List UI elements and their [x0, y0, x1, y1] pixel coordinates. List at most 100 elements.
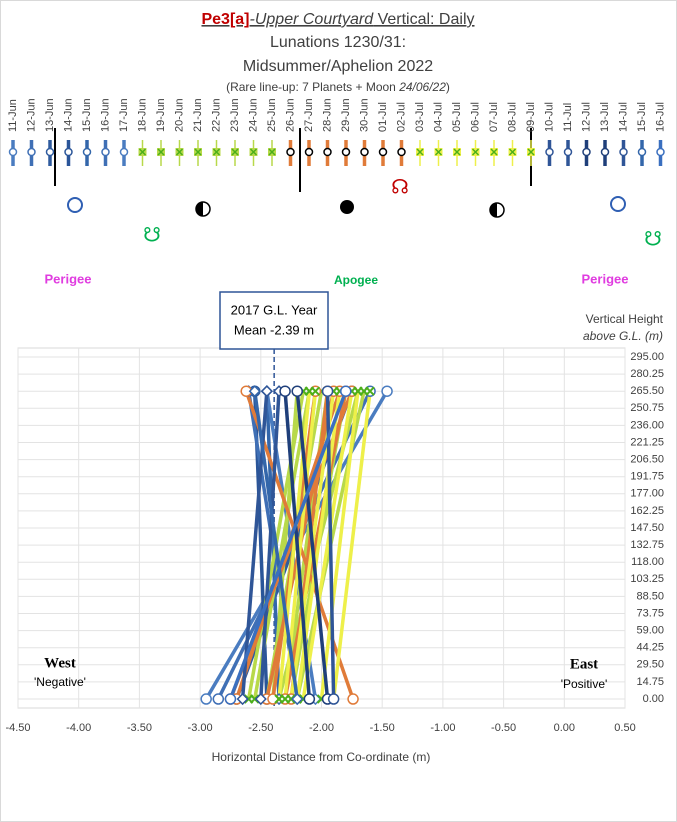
x-axis-title: Horizontal Distance from Co-ordinate (m)	[212, 750, 431, 764]
marker	[321, 385, 334, 397]
day-marker	[637, 147, 647, 157]
marker	[340, 385, 352, 397]
y-tick-label: 191.75	[630, 471, 664, 483]
plot-area: 0.00 14.75 29.50 44.25 59.00 73.75 88.50 103.25…	[5, 347, 664, 734]
y-tick-label: 0.00	[643, 693, 664, 705]
full-moon	[67, 197, 83, 213]
title-code: Pe3[a]	[201, 11, 249, 28]
data-line	[228, 390, 348, 700]
date-label: 26-Jun	[284, 98, 296, 132]
date-label: 04-Jul	[432, 102, 444, 132]
day-marker	[82, 147, 92, 157]
descending-node: ☋	[143, 223, 161, 247]
note-text: (Rare line-up: 7 Planets + Moon	[226, 80, 399, 94]
date-label: 20-Jun	[173, 98, 185, 132]
west-label: West	[44, 655, 76, 671]
day-marker	[341, 147, 351, 157]
day-marker	[138, 148, 147, 156]
y-tick-label: 29.50	[636, 659, 664, 671]
marker	[200, 693, 212, 705]
marker	[353, 386, 363, 396]
day-marker	[212, 148, 221, 156]
marker-cross	[250, 694, 260, 704]
day-marker	[434, 148, 443, 156]
marker	[347, 693, 359, 705]
marker	[236, 692, 249, 706]
east-note: 'Positive'	[561, 677, 608, 691]
marker	[254, 692, 267, 706]
y-tick-label: 280.25	[630, 368, 664, 380]
date-label: 09-Jul	[525, 102, 537, 132]
y-tick-label: 132.75	[630, 539, 664, 551]
y-tick-label: 59.00	[636, 625, 664, 637]
y-tick-label: 103.25	[630, 573, 664, 585]
subtitle: Lunations 1230/31:	[270, 34, 406, 51]
day-marker	[323, 147, 332, 157]
day-marker	[360, 147, 369, 157]
west-note: 'Negative'	[34, 675, 86, 689]
descending-node: ☋	[644, 227, 662, 251]
date-label: 15-Jul	[636, 102, 648, 132]
data-line	[319, 390, 360, 700]
marker	[291, 692, 304, 706]
first-quarter	[489, 202, 505, 218]
y-tick-label: 206.50	[630, 454, 664, 466]
date-label: 24-Jun	[247, 98, 259, 132]
day-marker	[268, 148, 276, 156]
marker	[212, 693, 225, 705]
day-marker	[249, 148, 258, 156]
marker	[224, 693, 237, 705]
y-axis-title: Vertical Height	[586, 312, 664, 326]
marker	[248, 385, 261, 398]
day-marker	[45, 147, 55, 157]
title-rest: Vertical: Daily	[373, 11, 474, 28]
x-tick-label: -1.50	[370, 722, 395, 734]
annotation: Mean -2.39 m	[234, 322, 314, 337]
y-tick-label: 295.00	[630, 351, 664, 363]
marker-cross	[310, 386, 321, 396]
date-label: 21-Jun	[192, 98, 204, 132]
perigee-label: Perigee	[582, 271, 629, 286]
marker	[291, 385, 303, 397]
day-marker	[490, 148, 498, 156]
chart-title: Pe3[a]-Upper Courtyard Vertical: Daily	[201, 11, 474, 28]
data-line	[283, 390, 348, 700]
new-moon	[340, 200, 354, 214]
y-tick-label: 221.25	[630, 436, 664, 448]
x-tick-label: -3.50	[127, 722, 152, 734]
x-tick-label: -3.00	[188, 722, 213, 734]
day-marker	[545, 147, 554, 157]
data-line	[295, 391, 330, 700]
y-tick-label: 250.75	[630, 402, 664, 414]
day-marker	[64, 147, 73, 157]
last-quarter	[195, 201, 211, 217]
day-marker	[397, 147, 406, 157]
y-tick-label: 88.50	[636, 590, 664, 602]
x-tick-label: -2.50	[248, 722, 273, 734]
marker	[310, 386, 321, 396]
ascending-node: ☊	[391, 175, 409, 199]
marker	[381, 385, 393, 397]
date-label: 14-Jul	[617, 102, 629, 132]
date-label: 08-Jul	[506, 102, 518, 132]
date-label: 06-Jul	[469, 102, 481, 132]
day-marker	[194, 148, 202, 156]
data-line	[301, 390, 354, 700]
full-moon	[610, 196, 626, 212]
y-tick-label: 162.25	[630, 505, 664, 517]
date-label: 22-Jun	[210, 98, 222, 132]
data-line	[252, 390, 299, 700]
day-marker	[471, 148, 480, 156]
x-tick-label: -0.50	[491, 722, 516, 734]
date-label: 29-Jun	[340, 98, 352, 132]
date-label: 03-Jul	[414, 102, 426, 132]
date-label: 10-Jul	[543, 102, 555, 132]
date-label: 23-Jun	[229, 98, 241, 132]
day-marker	[378, 147, 388, 157]
data-line	[325, 391, 336, 700]
day-marker	[304, 147, 314, 157]
east-label: East	[570, 656, 598, 672]
data-line	[259, 391, 281, 700]
marker	[279, 385, 291, 397]
day-marker	[619, 147, 628, 157]
